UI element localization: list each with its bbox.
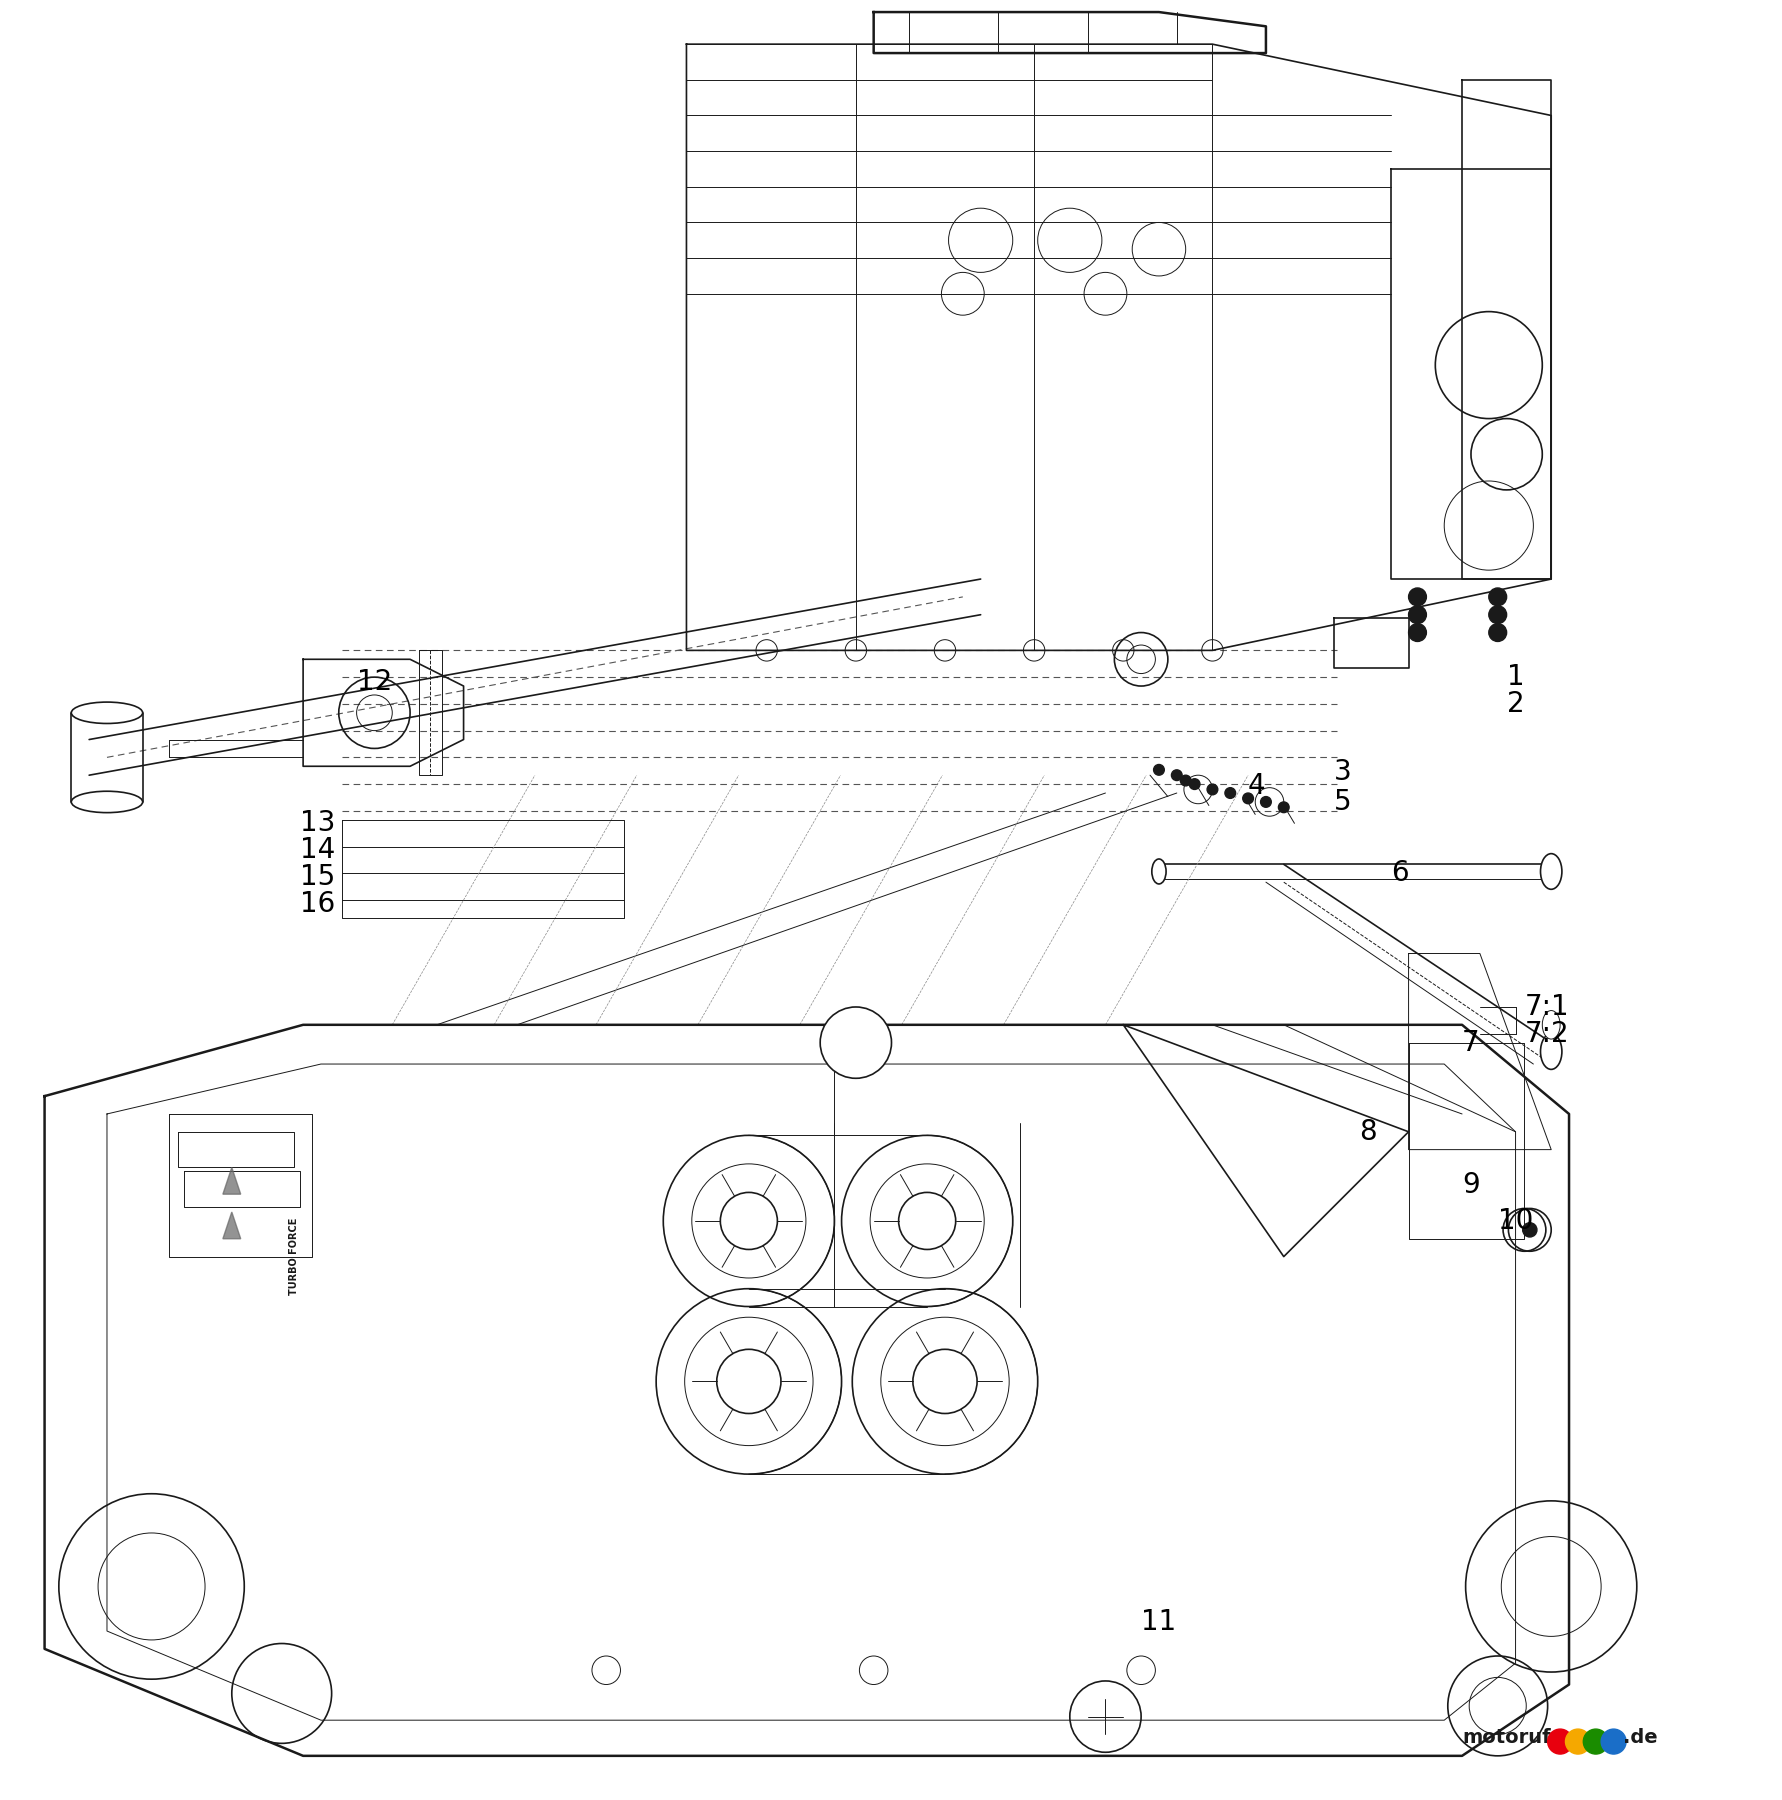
- Circle shape: [1153, 765, 1164, 776]
- Ellipse shape: [1540, 853, 1561, 889]
- Text: 7:1: 7:1: [1524, 994, 1568, 1021]
- Text: 11: 11: [1140, 1607, 1176, 1636]
- Text: 5: 5: [1333, 788, 1351, 815]
- Circle shape: [1488, 589, 1506, 607]
- Text: 10: 10: [1497, 1208, 1533, 1235]
- Circle shape: [1488, 623, 1506, 641]
- Circle shape: [1600, 1730, 1625, 1753]
- Text: 13: 13: [299, 810, 335, 837]
- Polygon shape: [223, 1168, 241, 1193]
- Ellipse shape: [1540, 1033, 1561, 1069]
- Ellipse shape: [71, 792, 143, 812]
- Text: 3: 3: [1333, 758, 1351, 785]
- Text: 8: 8: [1358, 1118, 1376, 1147]
- Ellipse shape: [1541, 1010, 1559, 1039]
- Circle shape: [1171, 770, 1181, 781]
- Text: 14: 14: [299, 835, 335, 864]
- Circle shape: [1582, 1730, 1607, 1753]
- Circle shape: [1242, 794, 1253, 805]
- Text: 1: 1: [1506, 662, 1524, 691]
- Text: .de: .de: [1622, 1728, 1655, 1748]
- Circle shape: [1488, 607, 1506, 623]
- Text: 2: 2: [1506, 689, 1524, 718]
- Circle shape: [1189, 779, 1199, 790]
- Circle shape: [1565, 1730, 1590, 1753]
- Circle shape: [1206, 785, 1217, 796]
- Circle shape: [1547, 1730, 1572, 1753]
- Circle shape: [1408, 623, 1426, 641]
- Circle shape: [1224, 788, 1235, 799]
- Text: 9: 9: [1461, 1172, 1479, 1199]
- Text: 7:2: 7:2: [1524, 1021, 1568, 1048]
- Text: motoruf: motoruf: [1461, 1728, 1550, 1748]
- Circle shape: [1408, 607, 1426, 623]
- Circle shape: [820, 1006, 891, 1078]
- Text: 7: 7: [1461, 1028, 1479, 1057]
- Text: 15: 15: [299, 862, 335, 891]
- Text: TURBO FORCE: TURBO FORCE: [289, 1219, 299, 1296]
- Circle shape: [1278, 803, 1288, 812]
- Circle shape: [1408, 589, 1426, 607]
- Circle shape: [1522, 1222, 1536, 1237]
- Ellipse shape: [71, 702, 143, 724]
- Polygon shape: [223, 1211, 241, 1238]
- Text: 12: 12: [356, 668, 392, 697]
- Ellipse shape: [1151, 859, 1165, 884]
- Text: 16: 16: [299, 889, 335, 918]
- Circle shape: [1180, 776, 1190, 787]
- Text: 4: 4: [1247, 772, 1265, 799]
- Circle shape: [1260, 797, 1271, 806]
- Text: 6: 6: [1390, 859, 1408, 887]
